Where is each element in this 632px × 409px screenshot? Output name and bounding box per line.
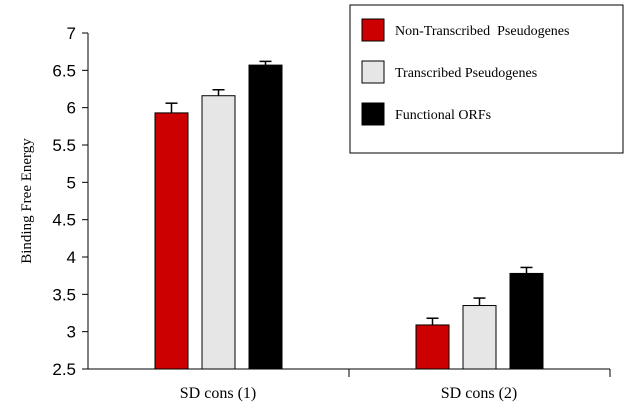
legend-swatch-transcribed bbox=[361, 60, 385, 84]
bar bbox=[509, 272, 544, 370]
y-tick-label: 4 bbox=[67, 248, 76, 267]
legend-swatch-functional bbox=[361, 102, 385, 126]
bar bbox=[415, 324, 450, 370]
category-label-sd-cons-2: SD cons (2) bbox=[441, 385, 517, 402]
legend: Non-Transcribed Pseudogenes Transcribed … bbox=[349, 4, 624, 154]
y-axis-title: Binding Free Energy bbox=[19, 138, 35, 264]
y-tick-label: 7 bbox=[67, 24, 76, 43]
y-tick-label: 3 bbox=[67, 323, 76, 342]
category-label-sd-cons-1: SD cons (1) bbox=[180, 385, 256, 402]
bars bbox=[154, 60, 544, 370]
legend-label-transcribed: Transcribed Pseudogenes bbox=[395, 66, 537, 81]
y-axis-ticks: 2.5 3 3.5 4 4.5 5 5.5 6 6.5 7 bbox=[52, 24, 88, 379]
legend-swatch-non-transcribed bbox=[361, 18, 385, 42]
y-tick-label: 6 bbox=[67, 99, 76, 118]
legend-label-non-transcribed: Non-Transcribed Pseudogenes bbox=[395, 24, 569, 39]
legend-frame bbox=[349, 4, 624, 154]
y-tick-label: 3.5 bbox=[52, 285, 76, 304]
legend-label-functional: Functional ORFs bbox=[395, 108, 491, 123]
bar bbox=[154, 112, 189, 370]
y-tick-label: 5 bbox=[67, 173, 76, 192]
bar bbox=[248, 64, 283, 370]
y-tick-label: 2.5 bbox=[52, 360, 76, 379]
y-tick-label: 4.5 bbox=[52, 211, 76, 230]
y-tick-label: 6.5 bbox=[52, 61, 76, 80]
bar bbox=[201, 95, 236, 370]
y-tick-label: 5.5 bbox=[52, 136, 76, 155]
bar bbox=[462, 305, 497, 370]
